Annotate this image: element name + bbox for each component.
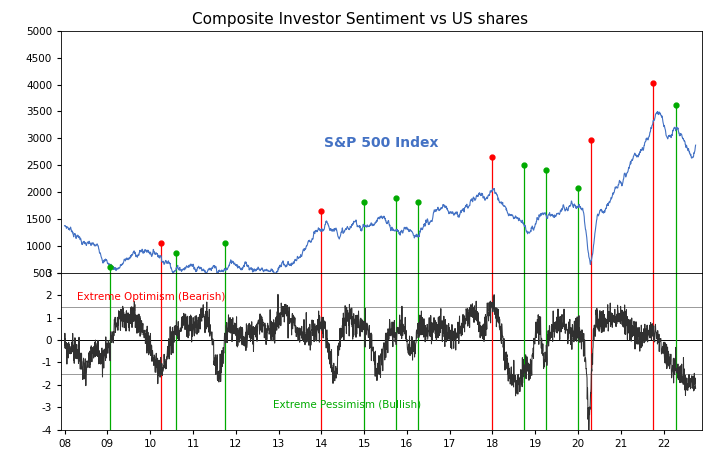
Text: S&P 500 Index: S&P 500 Index [324, 136, 438, 150]
Text: Extreme Pessimism (Bullish): Extreme Pessimism (Bullish) [273, 400, 420, 410]
Text: Extreme Optimism (Bearish): Extreme Optimism (Bearish) [77, 292, 225, 302]
Text: Composite Investor Sentiment vs US shares: Composite Investor Sentiment vs US share… [192, 12, 528, 27]
